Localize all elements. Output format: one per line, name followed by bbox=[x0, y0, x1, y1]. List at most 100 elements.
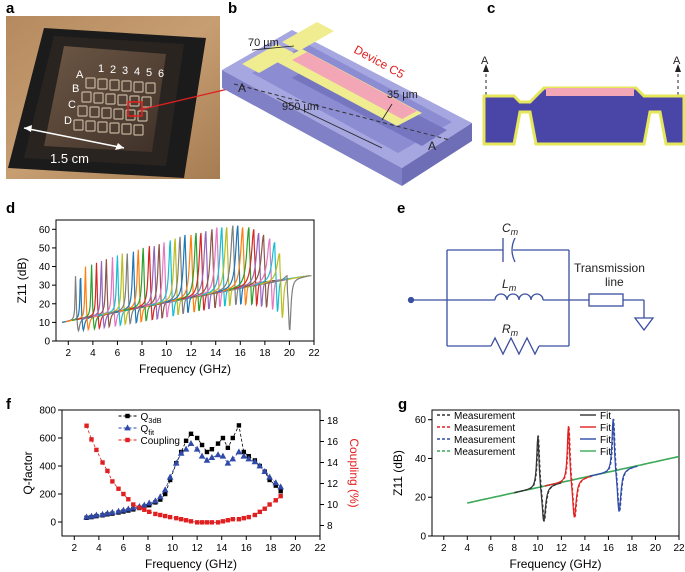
f-xlabel: Frequency (GHz) bbox=[145, 557, 237, 571]
panel-label-b: b bbox=[228, 0, 238, 17]
pad-left bbox=[242, 44, 294, 73]
f-point bbox=[125, 505, 132, 512]
ground-symbol bbox=[633, 317, 655, 332]
f-point bbox=[209, 447, 215, 452]
f-point bbox=[156, 493, 164, 500]
f-point bbox=[105, 468, 110, 474]
f-point bbox=[229, 455, 237, 462]
f-point bbox=[220, 519, 226, 524]
input-node bbox=[407, 296, 415, 304]
dim-gap: 35 µm bbox=[387, 89, 418, 101]
f-xtick-label: 12 bbox=[192, 543, 204, 554]
g-meas-baseline bbox=[467, 455, 680, 504]
f-point bbox=[183, 518, 189, 523]
d-xtick-label: 4 bbox=[90, 348, 96, 359]
f-xtick-label: 8 bbox=[145, 543, 151, 554]
f-legend-label-1: Qfit bbox=[141, 424, 156, 437]
device-cell bbox=[105, 93, 116, 105]
g-ylabel: Z11 (dB) bbox=[391, 450, 405, 496]
d-xtick-label: 10 bbox=[161, 348, 173, 359]
f-point bbox=[209, 520, 215, 525]
col-label-6: 6 bbox=[158, 68, 164, 80]
g-xlabel: Frequency (GHz) bbox=[509, 557, 601, 571]
device-cell bbox=[89, 106, 100, 118]
f-point bbox=[89, 437, 94, 442]
g-legend-fit-label: Fit bbox=[600, 447, 611, 458]
col-label-4: 4 bbox=[134, 66, 140, 78]
f-series-line bbox=[86, 424, 282, 519]
f-point bbox=[84, 423, 89, 428]
f-point bbox=[142, 507, 147, 512]
g-plot-frame bbox=[431, 409, 680, 537]
f-point bbox=[110, 479, 115, 484]
f-point bbox=[188, 519, 194, 524]
cm-label: Cm bbox=[502, 221, 519, 237]
f-point bbox=[230, 435, 235, 441]
f-point bbox=[116, 486, 121, 491]
g-xtick-label: 10 bbox=[532, 543, 544, 554]
f-point bbox=[204, 520, 210, 525]
f-legend-marker bbox=[125, 413, 130, 419]
g-legend-meas-label: Measurement bbox=[454, 423, 515, 434]
g-meas-curve bbox=[545, 426, 593, 518]
scale-bar bbox=[23, 127, 125, 149]
d-ytick-label: 10 bbox=[39, 318, 51, 329]
d-ytick-label: 40 bbox=[39, 262, 51, 273]
g-fit-curve bbox=[544, 426, 593, 518]
device-cell bbox=[121, 80, 132, 92]
device-3d-schematic: A A Device C5 70 µm 950 µm 35 µm bbox=[222, 22, 472, 186]
g-ytick-label: 20 bbox=[415, 493, 427, 504]
f-point bbox=[193, 445, 201, 452]
f-point bbox=[251, 458, 259, 465]
cross-section-schematic: A A bbox=[481, 55, 685, 146]
f-xtick-label: 2 bbox=[72, 543, 78, 554]
g-ytick-label: 60 bbox=[415, 415, 427, 426]
device-cell bbox=[85, 120, 96, 132]
f-point bbox=[215, 441, 221, 446]
f-point bbox=[158, 497, 163, 502]
tl-label-line2: line bbox=[605, 275, 624, 289]
cut-label-left: A bbox=[238, 81, 246, 95]
f-point bbox=[203, 456, 211, 463]
tl-label-line1: Transmission bbox=[574, 261, 645, 275]
f-y2tick-label: 16 bbox=[327, 437, 339, 448]
panel-label-d: d bbox=[6, 200, 16, 217]
d-plot-frame bbox=[55, 219, 315, 342]
f-point bbox=[187, 440, 195, 446]
panel-e-circuit: Cm Lm Rm Transmission line bbox=[397, 210, 685, 360]
d-xtick-label: 16 bbox=[235, 348, 247, 359]
f-xtick-label: 16 bbox=[241, 543, 253, 554]
device-cell bbox=[97, 78, 108, 90]
f-point bbox=[137, 505, 142, 510]
g-legend-fit-label: Fit bbox=[600, 411, 611, 422]
panel-label-a: a bbox=[6, 0, 15, 17]
f-point bbox=[267, 477, 272, 483]
f-ytick-label: 0 bbox=[50, 518, 56, 529]
f-point bbox=[141, 501, 148, 508]
device-cell bbox=[73, 119, 84, 131]
d-xtick-label: 20 bbox=[284, 348, 296, 359]
device-cell bbox=[97, 121, 108, 133]
f-legend-marker bbox=[124, 424, 131, 431]
row-label-a: A bbox=[76, 69, 84, 81]
f-y2tick-label: 8 bbox=[327, 521, 333, 532]
f-point bbox=[214, 451, 222, 458]
f-point bbox=[215, 520, 221, 525]
panel-label-e: e bbox=[397, 200, 406, 217]
g-xtick-label: 16 bbox=[603, 543, 615, 554]
lm-label: Lm bbox=[502, 277, 517, 293]
f-point bbox=[129, 504, 137, 511]
d-xtick-label: 6 bbox=[115, 348, 121, 359]
equivalent-circuit: Cm Lm Rm Transmission line bbox=[407, 221, 655, 356]
g-xtick-label: 14 bbox=[579, 543, 591, 554]
f-point bbox=[236, 423, 242, 428]
scale-label: 1.5 cm bbox=[50, 151, 89, 166]
f-point bbox=[100, 460, 105, 465]
f-point bbox=[199, 520, 205, 525]
f-point bbox=[167, 514, 173, 520]
f-point bbox=[273, 498, 278, 503]
f-point bbox=[194, 435, 200, 441]
d-xtick-label: 12 bbox=[186, 348, 198, 359]
d-ylabel: Z11 (dB) bbox=[15, 258, 29, 304]
panel-c-cross-section: A A bbox=[476, 40, 685, 155]
